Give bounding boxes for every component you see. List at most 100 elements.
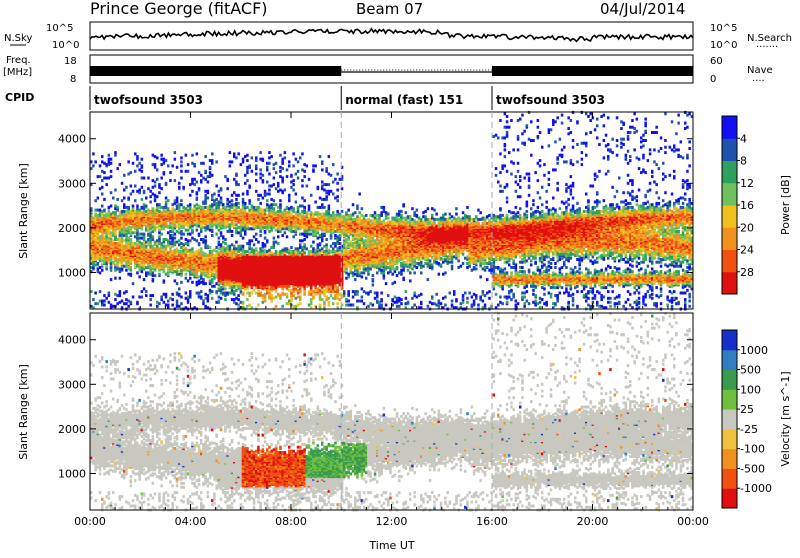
heatmap-cell	[211, 152, 214, 155]
heatmap-cell	[103, 254, 106, 257]
heatmap-cell	[187, 301, 190, 304]
heatmap-cell	[134, 199, 137, 202]
heatmap-cell	[220, 286, 223, 289]
heatmap-cell	[196, 191, 199, 194]
heatmap-cell	[211, 278, 214, 281]
heatmap-cell	[160, 158, 163, 161]
heatmap-cell	[149, 245, 152, 248]
heatmap-cell	[165, 222, 168, 225]
heatmap-cell	[158, 247, 161, 250]
heatmap-cell	[138, 191, 141, 194]
heatmap-cell	[123, 203, 126, 206]
heatmap-cell	[187, 233, 190, 236]
heatmap-cell	[202, 282, 205, 285]
heatmap-cell	[130, 171, 133, 174]
heatmap-cell	[163, 279, 166, 282]
heatmap-cell	[185, 247, 188, 250]
heatmap-cell	[204, 229, 207, 232]
heatmap-cell	[158, 273, 161, 276]
heatmap-cell	[220, 282, 223, 285]
heatmap-cell	[222, 209, 225, 212]
heatmap-cell	[154, 197, 157, 200]
heatmap-cell	[123, 213, 126, 216]
heatmap-cell	[209, 226, 212, 229]
heatmap-cell	[132, 190, 135, 193]
heatmap-cell	[94, 238, 97, 241]
heatmap-cell	[125, 238, 128, 241]
heatmap-cell	[196, 225, 199, 228]
heatmap-cell	[191, 154, 194, 157]
heatmap-cell	[202, 300, 205, 303]
heatmap-cell	[138, 263, 141, 266]
heatmap-cell	[134, 258, 137, 261]
heatmap-cell	[187, 229, 190, 232]
heatmap-cell	[110, 205, 113, 208]
heatmap-cell	[209, 223, 212, 226]
heatmap-cell	[185, 154, 188, 157]
heatmap-cell	[105, 297, 108, 300]
heatmap-cell	[114, 230, 117, 233]
heatmap-cell	[187, 239, 190, 242]
heatmap-cell	[211, 281, 214, 284]
heatmap-cell	[220, 203, 223, 206]
heatmap-cell	[143, 267, 146, 270]
heatmap-cell	[222, 287, 225, 290]
heatmap-cell	[178, 227, 181, 230]
heatmap-cell	[152, 294, 155, 297]
heatmap-cell	[163, 210, 166, 213]
heatmap-cell	[143, 210, 146, 213]
heatmap-cell	[204, 293, 207, 296]
heatmap-cell	[156, 242, 159, 245]
heatmap-cell	[196, 239, 199, 242]
heatmap-cell	[125, 227, 128, 230]
heatmap-cell	[136, 301, 139, 304]
heatmap-cell	[125, 186, 128, 189]
heatmap-cell	[204, 235, 207, 238]
cpid-row: twofsound 3503normal (fast) 151twofsound…	[90, 86, 605, 110]
heatmap-cell	[169, 234, 172, 237]
heatmap-cell	[125, 298, 128, 301]
heatmap-cell	[154, 241, 157, 244]
heatmap-cell	[222, 246, 225, 249]
heatmap-cell	[180, 199, 183, 202]
heatmap-cell	[94, 199, 97, 202]
heatmap-cell	[108, 237, 111, 240]
heatmap-cell	[202, 238, 205, 241]
heatmap-cell	[160, 298, 163, 301]
heatmap-cell	[220, 209, 223, 212]
heatmap-cell	[187, 279, 190, 282]
heatmap-cell	[141, 270, 144, 273]
heatmap-cell	[116, 294, 119, 297]
heatmap-cell	[207, 294, 210, 297]
heatmap-cell	[171, 245, 174, 248]
heatmap-cell	[103, 171, 106, 174]
heatmap-cell	[134, 242, 137, 245]
heatmap-cell	[94, 254, 97, 257]
heatmap-cell	[202, 206, 205, 209]
heatmap-cell	[158, 183, 161, 186]
heatmap-cell	[167, 207, 170, 210]
nsearch-tick-bottom: 10^0	[710, 40, 737, 51]
heatmap-cell	[149, 239, 152, 242]
heatmap-cell	[143, 214, 146, 217]
heatmap-cell	[174, 179, 177, 182]
heatmap-cell	[97, 214, 100, 217]
nsky-trace	[90, 29, 693, 42]
heatmap-cell	[200, 222, 203, 225]
heatmap-cell	[138, 266, 141, 269]
heatmap-cell	[121, 262, 124, 265]
heatmap-cell	[224, 221, 227, 224]
heatmap-cell	[200, 238, 203, 241]
heatmap-cell	[204, 190, 207, 193]
heatmap-cell	[180, 302, 183, 305]
heatmap-cell	[215, 257, 218, 260]
heatmap-cell	[169, 210, 172, 213]
heatmap-cell	[171, 241, 174, 244]
heatmap-cell	[127, 237, 129, 240]
heatmap-cell	[160, 233, 163, 236]
heatmap-cell	[200, 227, 203, 230]
heatmap-cell	[174, 249, 177, 252]
heatmap-cell	[209, 229, 212, 232]
heatmap-cell	[211, 203, 214, 206]
heatmap-cell	[193, 223, 196, 226]
